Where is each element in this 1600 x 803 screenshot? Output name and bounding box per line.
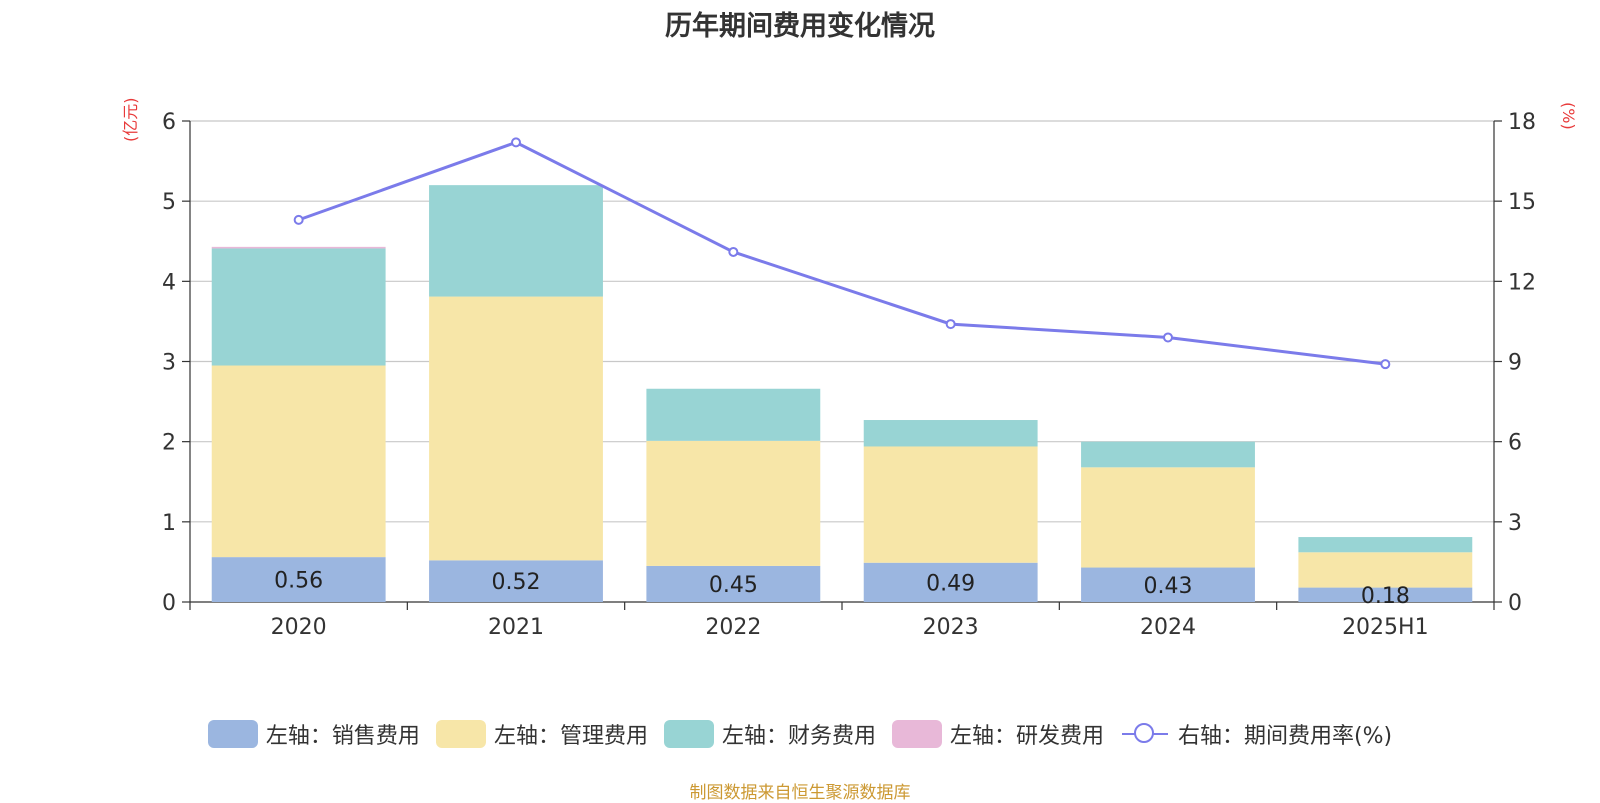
legend-swatch-finance <box>663 720 714 748</box>
legend-label-expense-rate: 右轴：期间费用率(%) <box>1177 724 1393 749</box>
bar-segment <box>863 420 1038 447</box>
legend-swatch-sales <box>207 720 258 748</box>
data-label: 0.45 <box>709 573 758 598</box>
data-label: 0.56 <box>274 569 323 594</box>
bar-segment <box>429 296 603 561</box>
legend: 左轴：销售费用 左轴：管理费用 左轴：财务费用 左轴：研发费用 右轴：期间费用率… <box>0 718 1600 750</box>
right-tick-label: 9 <box>1508 351 1522 376</box>
right-tick-label: 6 <box>1508 431 1522 456</box>
bar-segment <box>429 560 603 602</box>
left-tick-label: 5 <box>162 190 176 215</box>
legend-item-expense-rate[interactable]: 右轴：期间费用率(%) <box>1120 718 1392 750</box>
legend-label-sales: 左轴：销售费用 <box>265 724 420 749</box>
data-label: 0.43 <box>1144 574 1193 599</box>
right-tick-label: 12 <box>1508 270 1536 295</box>
legend-swatch-expense-rate <box>1120 720 1170 748</box>
x-tick-label: 2022 <box>705 615 761 640</box>
bar-segment <box>646 565 821 602</box>
left-tick-label: 4 <box>162 270 176 295</box>
data-label: 0.52 <box>492 570 541 595</box>
rate-point <box>293 214 304 225</box>
bar-segment <box>863 562 1038 602</box>
bar-segment <box>1298 537 1473 553</box>
left-tick-label: 0 <box>162 591 176 616</box>
legend-item-sales[interactable]: 左轴：销售费用 <box>207 718 420 750</box>
data-label: 0.18 <box>1361 584 1410 609</box>
legend-item-admin[interactable]: 左轴：管理费用 <box>435 718 648 750</box>
rate-point <box>945 319 956 330</box>
bar-segment <box>211 246 386 249</box>
source-note: 制图数据来自恒生聚源数据库 <box>689 783 911 803</box>
bar-segment <box>211 248 386 366</box>
x-tick-label: 2020 <box>271 615 327 640</box>
x-tick-label: 2024 <box>1140 615 1196 640</box>
bar-segment <box>863 446 1038 563</box>
right-tick-label: 0 <box>1508 591 1522 616</box>
bar-segment <box>211 557 386 602</box>
left-tick-label: 3 <box>162 351 176 376</box>
data-label: 0.49 <box>926 571 975 596</box>
bar-segment <box>646 440 821 566</box>
rate-point <box>511 137 521 148</box>
chart-title: 历年期间费用变化情况 <box>665 11 935 42</box>
bar-segment <box>1298 587 1473 602</box>
bar-segment <box>646 388 821 441</box>
right-tick-label: 18 <box>1508 110 1536 135</box>
bar-segment <box>1081 467 1255 568</box>
bar-segment <box>429 185 603 297</box>
x-tick-label: 2025H1 <box>1342 615 1429 640</box>
left-tick-label: 6 <box>162 110 176 135</box>
left-tick-label: 2 <box>162 431 176 456</box>
bar-segment <box>1081 441 1255 468</box>
x-tick-label: 2021 <box>488 615 544 640</box>
right-tick-label: 15 <box>1508 190 1536 215</box>
legend-item-rnd[interactable]: 左轴：研发费用 <box>891 718 1104 750</box>
bar-segment <box>1298 552 1473 588</box>
right-tick-label: 3 <box>1508 511 1522 536</box>
legend-swatch-admin <box>435 720 486 748</box>
legend-label-admin: 左轴：管理费用 <box>493 724 648 749</box>
bar-segment <box>1081 567 1255 602</box>
x-tick-label: 2023 <box>923 615 979 640</box>
left-tick-label: 1 <box>162 511 176 536</box>
rate-point <box>1163 332 1173 343</box>
legend-item-finance[interactable]: 左轴：财务费用 <box>663 718 876 750</box>
rate-point <box>1380 359 1391 370</box>
rate-line <box>298 140 1386 366</box>
legend-label-rnd: 左轴：研发费用 <box>949 724 1104 749</box>
legend-swatch-rnd <box>891 720 942 748</box>
rate-point <box>728 246 739 257</box>
legend-label-finance: 左轴：财务费用 <box>721 724 876 749</box>
bar-segment <box>211 365 386 558</box>
